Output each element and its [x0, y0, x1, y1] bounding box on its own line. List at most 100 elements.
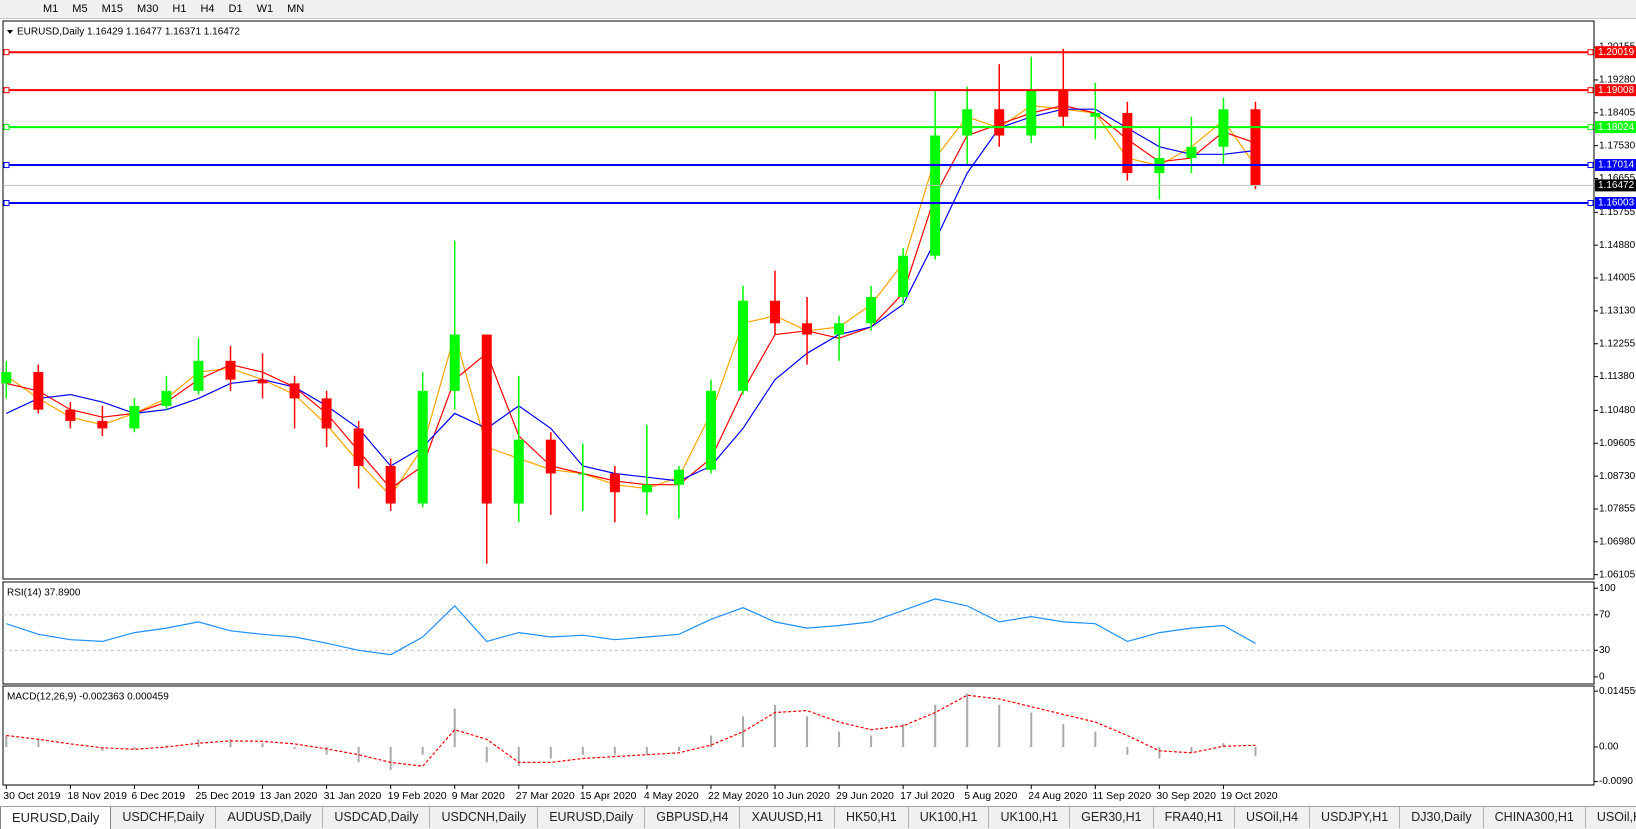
chart-tab[interactable]: GBPUSD,H4 — [645, 807, 741, 828]
histogram-bar — [806, 716, 809, 748]
chart-tab[interactable]: USDCNH,Daily — [430, 807, 539, 828]
chart-tab[interactable]: UK100,H1 — [989, 807, 1071, 828]
level-handle — [3, 49, 10, 56]
candle-body — [898, 255, 909, 297]
y-tick-label: 1.10480 — [1599, 405, 1636, 416]
histogram-bar — [5, 735, 8, 748]
y-tick-label: -0.0090 — [1599, 776, 1633, 787]
signal-line — [6, 694, 1256, 767]
x-tick-label: 10 Jun 2020 — [772, 790, 830, 802]
panel-title: RSI(14) 37.8900 — [7, 588, 81, 599]
level-label: 1.17014 — [1598, 160, 1635, 171]
y-tick-label: 70 — [1599, 609, 1611, 620]
y-tick-label: 1.14005 — [1599, 273, 1636, 284]
x-tick-label: 6 Dec 2019 — [131, 790, 185, 802]
histogram-bar — [485, 747, 488, 763]
candle-body — [65, 409, 76, 421]
candle-body — [385, 465, 396, 504]
chart-tab[interactable]: AUDUSD,Daily — [216, 807, 324, 828]
candle-body — [802, 323, 813, 335]
level-handle — [3, 87, 10, 94]
chart-tab[interactable]: USDCAD,Daily — [323, 807, 431, 828]
candle-body — [481, 334, 492, 504]
histogram-bar — [293, 747, 296, 749]
level-label: 1.20019 — [1598, 47, 1635, 58]
timeframe-button[interactable]: M30 — [136, 3, 159, 15]
timeframe-button[interactable]: W1 — [256, 3, 274, 15]
y-tick-label: 1.08730 — [1599, 471, 1636, 482]
histogram-bar — [1030, 712, 1033, 748]
chart-tab[interactable]: USOil,H1 — [1586, 807, 1636, 828]
current-price-box — [1595, 179, 1636, 192]
level-label-box — [1595, 159, 1636, 172]
level-handle — [1587, 49, 1594, 56]
candle-body — [770, 300, 781, 324]
candle-body — [449, 334, 460, 391]
chart-window: EURUSD,Daily 1.16429 1.16477 1.16371 1.1… — [1, 20, 1636, 802]
timeframe-button[interactable]: H1 — [172, 3, 187, 15]
chart-tab[interactable]: USDJPY,H1 — [1310, 807, 1401, 828]
chart-tab[interactable]: USOil,H4 — [1235, 807, 1311, 828]
chart-tab[interactable]: UK100,H1 — [909, 807, 990, 828]
timeframe-button[interactable]: H4 — [200, 3, 215, 15]
histogram-bar — [325, 747, 328, 755]
chart-tab[interactable]: FRA40,H1 — [1154, 807, 1235, 828]
y-tick-label: 1.12255 — [1599, 338, 1636, 349]
chart-tab[interactable]: EURUSD,Daily — [0, 807, 112, 829]
panel-frame — [2, 20, 1595, 580]
timeframe-button[interactable]: MN — [287, 3, 305, 15]
y-tick-label: 1.15755 — [1599, 207, 1636, 218]
x-tick-label: 17 Jul 2020 — [900, 790, 954, 802]
x-tick-label: 30 Sep 2020 — [1156, 790, 1216, 802]
y-tick-label: 1.18405 — [1599, 107, 1636, 118]
histogram-bar — [934, 704, 937, 748]
chart-tab[interactable]: USDCHF,Daily — [111, 807, 217, 828]
histogram-bar — [774, 704, 777, 748]
x-tick-label: 27 Mar 2020 — [516, 790, 575, 802]
timeframe-button[interactable]: D1 — [228, 3, 243, 15]
moving-average — [6, 104, 1256, 490]
candle-body — [737, 300, 748, 391]
panel-title: EURUSD,Daily 1.16429 1.16477 1.16371 1.1… — [17, 27, 240, 38]
timeframe-button[interactable]: M1 — [43, 3, 59, 15]
chart-tab[interactable]: CHINA300,H1 — [1484, 807, 1586, 828]
histogram-bar — [741, 716, 744, 748]
y-tick-label: 0.014556 — [1599, 686, 1636, 697]
level-label-box — [1595, 197, 1636, 210]
histogram-bar — [966, 693, 969, 748]
timeframe-toolbar: M1 M5 M15 M30 H1 H4 D1 W1 MN — [0, 0, 1636, 19]
candle-body — [705, 390, 716, 470]
candle-body — [545, 439, 556, 474]
x-tick-label: 29 Jun 2020 — [836, 790, 894, 802]
histogram-bar — [870, 735, 873, 748]
timeframe-button[interactable]: M5 — [72, 3, 88, 15]
histogram-bar — [902, 723, 905, 748]
candle-body — [289, 383, 300, 399]
chart-tab[interactable]: HK50,H1 — [835, 807, 909, 828]
histogram-bar — [197, 739, 200, 748]
histogram-bar — [1158, 747, 1161, 759]
moving-average — [5, 104, 1256, 497]
menu-triangle — [7, 30, 13, 34]
chart-tab[interactable]: XAUUSD,H1 — [740, 807, 836, 828]
candle-body — [962, 109, 973, 136]
candle-body — [1026, 90, 1037, 136]
chart-tab[interactable]: EURUSD,Daily — [538, 807, 646, 828]
histogram-bar — [517, 747, 520, 767]
x-tick-label: 13 Jan 2020 — [260, 790, 318, 802]
histogram-bar — [69, 747, 72, 748]
chart-tab[interactable]: GER30,H1 — [1070, 807, 1154, 828]
y-tick-label: 1.14880 — [1599, 240, 1636, 251]
candle-body — [161, 390, 172, 406]
x-tick-label: 31 Jan 2020 — [324, 790, 382, 802]
candle-body — [577, 473, 588, 475]
x-tick-label: 5 Aug 2020 — [964, 790, 1017, 802]
timeframe-button[interactable]: M15 — [101, 3, 123, 15]
chart-tab[interactable]: DJ30,Daily — [1400, 807, 1484, 828]
candle-body — [930, 135, 941, 256]
histogram-bar — [709, 735, 712, 748]
histogram-bar — [677, 747, 680, 751]
level-handle — [3, 162, 10, 169]
level-handle — [1587, 162, 1594, 169]
histogram-bar — [357, 747, 360, 763]
